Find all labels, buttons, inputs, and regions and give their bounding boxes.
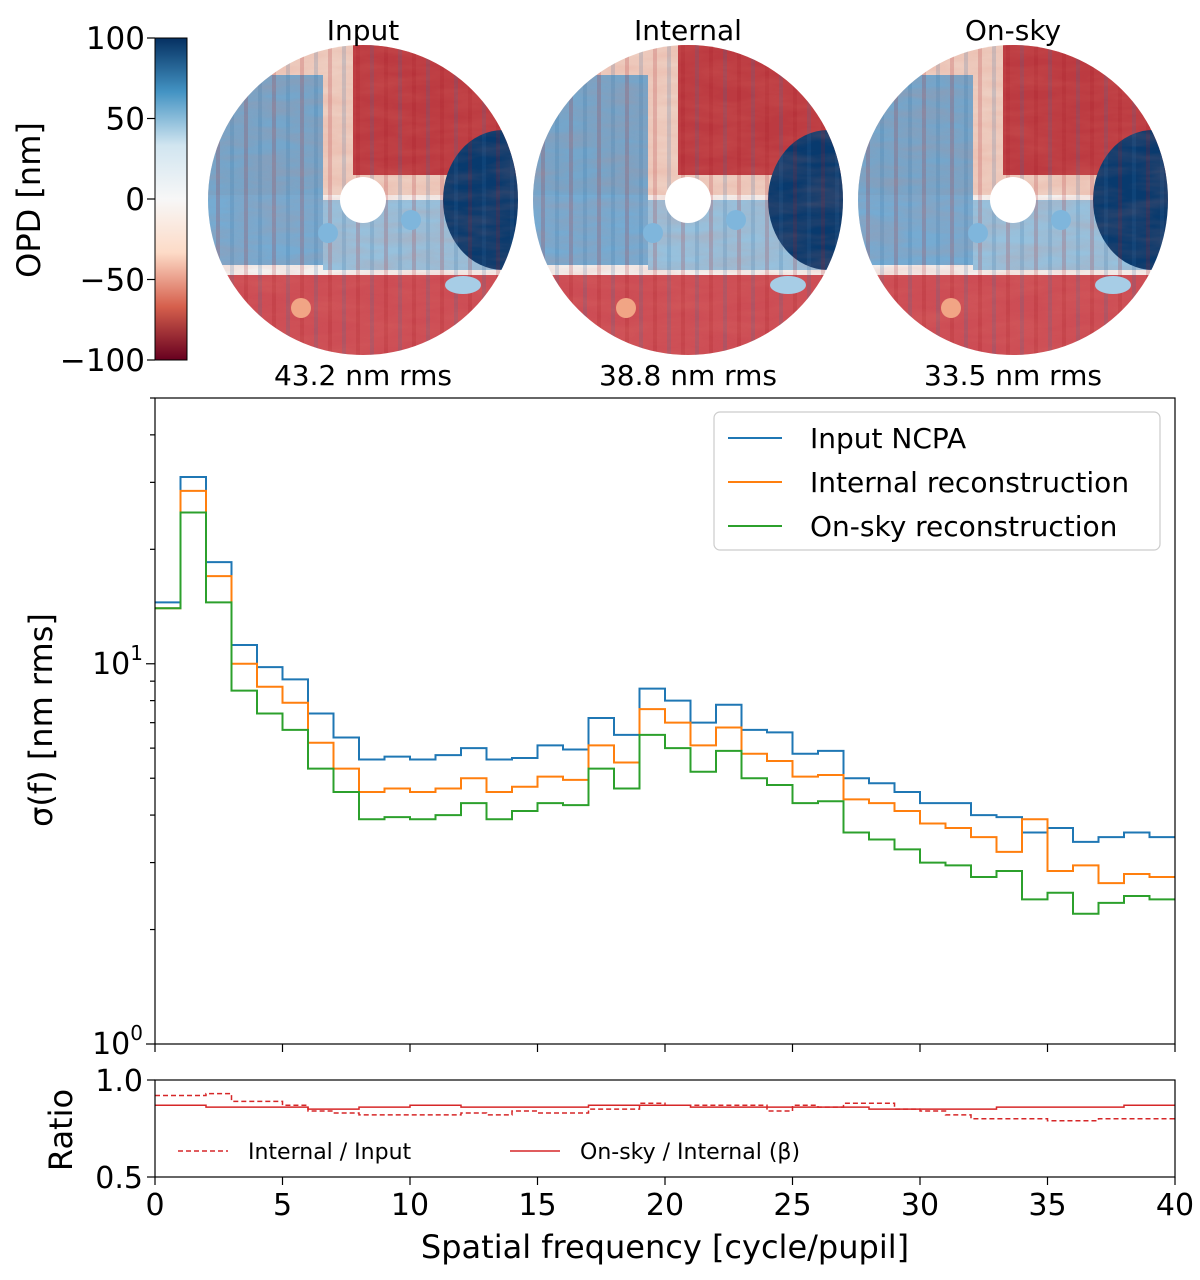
ratio-plot: 0 5 10 15 20 25 30 35 40 1.0 0.5 Ratio Internal / … — [42, 1064, 1194, 1266]
psd-series — [155, 475, 1175, 915]
legend-box — [713, 411, 1161, 551]
dead-actuator — [318, 223, 338, 243]
xtick-label: 25 — [773, 1188, 811, 1223]
pupil-map-content — [533, 45, 843, 355]
dead-actuator — [941, 298, 961, 318]
opd-map: Input 43.2 nm rms — [208, 14, 518, 392]
opd-map-title: Internal — [634, 14, 742, 47]
xtick-label: 0 — [145, 1188, 164, 1223]
dead-actuator — [616, 298, 636, 318]
opd-map: Internal 38.8 nm rms — [533, 14, 843, 392]
xtick-label: 30 — [901, 1188, 939, 1223]
xtick-label: 35 — [1028, 1188, 1066, 1223]
ratio-series-line — [155, 1092, 1175, 1122]
colorbar-tick-label: −50 — [80, 263, 145, 299]
ratio-legend: Internal / Input On-sky / Internal (β) — [178, 1140, 800, 1165]
pupil-map-content — [858, 45, 1168, 355]
xtick-label: 10 — [391, 1188, 429, 1223]
dead-actuator — [726, 210, 746, 230]
psd-series-line — [155, 475, 1175, 843]
colorbar-gradient — [154, 37, 188, 361]
opd-map-rms: 43.2 nm rms — [274, 359, 452, 392]
dead-actuator — [1051, 210, 1071, 230]
opd-map: On-sky 33.5 nm rms — [858, 14, 1168, 392]
psd-series-line — [155, 511, 1175, 915]
ratio-plot-frame — [154, 1079, 1176, 1178]
colorbar-label: OPD [nm] — [10, 122, 48, 278]
colorbar-tick-label: 100 — [86, 21, 145, 57]
central-obscuration — [340, 177, 386, 223]
dead-actuator — [643, 223, 663, 243]
pupil-map-content — [208, 45, 518, 355]
opd-map-title: On-sky — [965, 14, 1061, 47]
central-obscuration — [990, 177, 1036, 223]
xtick-label: 15 — [518, 1188, 556, 1223]
ratio-ticks: 0 5 10 15 20 25 30 35 40 1.0 0.5 — [95, 1064, 1194, 1223]
psd-ticks: 101 100 — [92, 397, 1176, 1062]
ratio-series — [155, 1092, 1175, 1122]
colorbar-tick-label: 50 — [106, 102, 145, 138]
opd-map-rms: 33.5 nm rms — [924, 359, 1102, 392]
dead-actuator — [445, 276, 481, 294]
psd-ylabel: σ(f) [nm rms] — [22, 613, 60, 827]
xtick-label: 20 — [646, 1188, 684, 1223]
colorbar-tick-label: 0 — [125, 182, 145, 218]
legend-label: On-sky reconstruction — [810, 510, 1117, 543]
opd-maps: Input 43.2 nm rms Internal 38.8 nm rms On-sk… — [208, 14, 1168, 392]
colorbar-tick-label: −100 — [60, 343, 145, 379]
dead-actuator — [770, 276, 806, 294]
ratio-ytick-label: 1.0 — [95, 1064, 143, 1099]
dead-actuator — [291, 298, 311, 318]
opd-map-title: Input — [327, 14, 400, 47]
xtick-label: 40 — [1156, 1188, 1194, 1223]
opd-map-rms: 38.8 nm rms — [599, 359, 777, 392]
legend-label: Input NCPA — [810, 422, 966, 455]
psd-ytick-label: 101 — [92, 641, 143, 682]
xlabel: Spatial frequency [cycle/pupil] — [421, 1228, 909, 1266]
ratio-series-line — [155, 1104, 1175, 1110]
legend-label: Internal reconstruction — [810, 466, 1129, 499]
dead-actuator — [1095, 276, 1131, 294]
xtick-label: 5 — [273, 1188, 292, 1223]
colorbar-ticks: 100 50 0 −50 −100 — [60, 21, 155, 379]
psd-series-line — [155, 489, 1175, 885]
central-obscuration — [665, 177, 711, 223]
ratio-ytick-label: 0.5 — [95, 1161, 143, 1196]
ratio-ylabel: Ratio — [42, 1089, 80, 1171]
ratio-legend-label: Internal / Input — [248, 1140, 412, 1165]
psd-plot: 101 100 σ(f) [nm rms] Input NCPA Internal … — [22, 397, 1176, 1062]
colorbar: 100 50 0 −50 −100 OPD [nm] — [10, 21, 188, 379]
psd-plot-frame — [154, 397, 1176, 1045]
dead-actuator — [401, 210, 421, 230]
ratio-legend-label: On-sky / Internal (β) — [580, 1140, 800, 1165]
dead-actuator — [968, 223, 988, 243]
psd-ytick-label: 100 — [92, 1021, 143, 1062]
psd-legend: Input NCPA Internal reconstruction On-sky … — [713, 411, 1161, 551]
